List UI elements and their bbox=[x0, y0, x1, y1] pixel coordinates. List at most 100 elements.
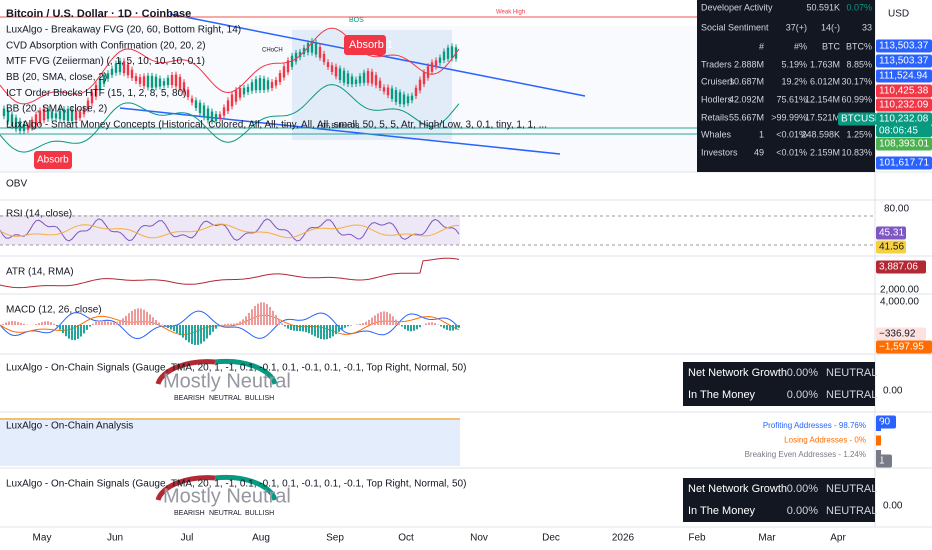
macd-hist bbox=[2, 323, 4, 325]
macd-hist bbox=[227, 323, 229, 325]
table-cell: >99.99% bbox=[771, 112, 807, 122]
atr-value-bg bbox=[876, 260, 926, 274]
candle bbox=[162, 81, 166, 86]
macd-hist bbox=[11, 321, 13, 325]
macd-hist bbox=[308, 325, 310, 334]
candle bbox=[266, 80, 270, 90]
candle bbox=[390, 88, 394, 99]
candle bbox=[50, 111, 54, 119]
gauge-scale: BEARISH bbox=[174, 395, 205, 402]
macd-hist bbox=[20, 322, 22, 325]
candle bbox=[322, 53, 326, 63]
time-label: Sep bbox=[326, 533, 344, 544]
candle bbox=[326, 62, 330, 68]
macd-hist bbox=[305, 325, 307, 333]
macd-hist bbox=[362, 323, 364, 325]
candle bbox=[154, 76, 158, 88]
macd-value: −336.92 bbox=[879, 329, 916, 340]
price-label: 101,617.71 bbox=[879, 158, 929, 169]
table-cell: 6.012M bbox=[810, 76, 840, 86]
macd-hist bbox=[317, 325, 319, 338]
table-cell: Traders bbox=[701, 59, 732, 69]
candle bbox=[30, 119, 34, 128]
candle bbox=[218, 114, 222, 119]
candle bbox=[18, 120, 22, 131]
axis-label: 0.00 bbox=[883, 501, 903, 512]
macd-hist bbox=[98, 320, 100, 325]
price-label-bg bbox=[876, 54, 932, 68]
macd-hist bbox=[80, 325, 82, 337]
macd-hist bbox=[113, 322, 115, 325]
macd-hist bbox=[185, 325, 187, 341]
macd-hist bbox=[209, 325, 211, 336]
macd-hist bbox=[365, 321, 367, 325]
candle bbox=[114, 63, 118, 73]
network-cell: NEUTRAL bbox=[826, 367, 877, 379]
macd-hist bbox=[212, 325, 214, 332]
macd-hist bbox=[35, 324, 37, 325]
price-label-bg bbox=[876, 84, 932, 98]
candle bbox=[418, 79, 422, 91]
table-cell: Investors bbox=[701, 147, 738, 157]
macd-hist bbox=[239, 321, 241, 325]
macd-hist bbox=[302, 325, 304, 332]
symbol-label-bg bbox=[838, 112, 876, 126]
candle bbox=[374, 75, 378, 86]
macd-hist bbox=[371, 317, 373, 325]
absorb-label: Absorb 1 bbox=[349, 39, 393, 51]
macd-hist bbox=[224, 323, 226, 325]
macd-hist bbox=[401, 325, 403, 327]
candle bbox=[394, 90, 398, 102]
address-legend: Breaking Even Addresses - 1.24% bbox=[745, 450, 866, 459]
candle bbox=[430, 62, 434, 72]
candle bbox=[398, 92, 402, 104]
htf-ob-label: HTF Bullish OB bbox=[318, 124, 359, 130]
macd-hist bbox=[338, 325, 340, 332]
candle bbox=[202, 105, 206, 118]
gauge-scale: BULLISH bbox=[245, 510, 274, 517]
rsi-value: 45.31 bbox=[879, 228, 904, 239]
macd-hist bbox=[290, 325, 292, 331]
network-cell: 0.00% bbox=[787, 505, 818, 517]
candle bbox=[338, 68, 342, 81]
candle bbox=[158, 78, 162, 87]
macd-hist bbox=[245, 316, 247, 325]
macd-hist bbox=[71, 325, 73, 341]
macd-hist bbox=[23, 323, 25, 325]
macd-hist bbox=[104, 320, 106, 325]
candle bbox=[74, 110, 78, 121]
price-label-bg bbox=[876, 69, 932, 83]
table-cell: Whales bbox=[701, 129, 732, 139]
macd-hist bbox=[320, 325, 322, 340]
candle bbox=[246, 86, 250, 93]
macd-hist bbox=[344, 325, 346, 328]
candle bbox=[410, 95, 414, 101]
candle bbox=[110, 68, 114, 75]
macd-hist bbox=[299, 325, 301, 332]
time-label: Jun bbox=[107, 533, 123, 544]
weak-high-label: Weak High bbox=[496, 10, 525, 16]
gauge-arc bbox=[214, 358, 278, 385]
price-label: 111,524.94 bbox=[879, 71, 928, 82]
candle bbox=[190, 98, 194, 103]
candle bbox=[170, 75, 174, 86]
macd-hist bbox=[425, 323, 427, 325]
macd-hist bbox=[179, 325, 181, 336]
price-label-bg bbox=[876, 39, 932, 53]
candle bbox=[278, 73, 282, 83]
candle bbox=[34, 114, 38, 126]
macd-hist bbox=[284, 325, 286, 327]
rsi-value-bg bbox=[876, 226, 906, 240]
macd-hist bbox=[89, 325, 91, 327]
macd-hist bbox=[458, 325, 460, 328]
macd-hist bbox=[191, 325, 193, 345]
candle bbox=[22, 123, 26, 132]
price-label: 110,232.09 bbox=[879, 100, 929, 111]
candle bbox=[210, 111, 214, 122]
choch-label: CHoCH bbox=[262, 48, 283, 54]
candle bbox=[174, 74, 178, 87]
candle bbox=[186, 89, 190, 98]
candle bbox=[310, 41, 314, 53]
indicator-label: LuxAlgo - Smart Money Concepts (Historic… bbox=[6, 119, 547, 130]
macd-hist bbox=[14, 321, 16, 325]
